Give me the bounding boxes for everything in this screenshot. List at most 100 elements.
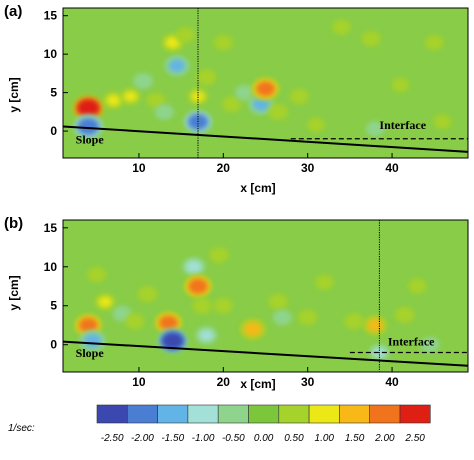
y-tick-label: 10	[44, 260, 58, 274]
slope-line	[62, 125, 469, 153]
field-extremum	[276, 312, 289, 322]
colorbar-tick-label: -0.50	[222, 433, 245, 444]
colorbar-tick-label: -2.50	[101, 433, 124, 444]
field-extremum	[398, 310, 411, 320]
colorbar-swatch	[308, 404, 340, 424]
panel-a: (a) y [cm] x [cm] Slope Interface 0 5 10 15 10…	[4, 3, 469, 195]
colorbar-swatch	[399, 404, 431, 424]
field-extremum	[310, 120, 322, 129]
panel-b-label: (b)	[4, 215, 23, 232]
field-extremum	[123, 91, 138, 102]
slope-annotation: Slope	[76, 132, 105, 146]
field-extremum	[252, 97, 271, 112]
field-extremum	[213, 250, 226, 260]
field-extremum	[185, 260, 202, 273]
field-extremum	[395, 80, 406, 89]
field-extremum	[78, 317, 99, 334]
field-extremum	[187, 278, 209, 295]
panel-a-ylabel: y [cm]	[7, 77, 21, 112]
field-extremum	[98, 296, 112, 307]
colorbar-swatch	[339, 404, 370, 424]
colorbar-swatch	[96, 404, 128, 424]
colorbar-unit-label: 1/sec:	[8, 423, 35, 434]
heatmap-field	[72, 19, 452, 139]
field-extremum	[191, 91, 205, 102]
panel-b-ylabel: y [cm]	[7, 275, 21, 310]
field-extremum	[128, 316, 141, 326]
panel-b-xlabel: x [cm]	[240, 377, 275, 391]
y-tick-label: 15	[44, 221, 58, 235]
colorbar-swatch	[369, 404, 401, 424]
field-extremum	[347, 316, 361, 327]
field-extremum	[217, 38, 230, 48]
plot-frame	[62, 7, 469, 159]
panel-a-xlabel: x [cm]	[240, 181, 275, 195]
colorbar-swatch	[187, 404, 219, 424]
y-tick-label: 0	[50, 124, 57, 138]
x-tick-label: 10	[132, 375, 146, 389]
field-extremum	[106, 94, 121, 106]
field-extremum	[293, 91, 306, 102]
colorbar-swatch	[157, 404, 189, 424]
colorbar-tick-label: -2.00	[131, 433, 154, 444]
field-extremum	[318, 278, 331, 287]
field-extremum	[243, 321, 262, 337]
field-extremum	[90, 270, 103, 280]
field-extremum	[217, 301, 230, 311]
colorbar: 1/sec: -2.50 -2.00 -1.50 -1.00 -0.50 0.00 0.50…	[8, 404, 431, 444]
field-extremum	[335, 22, 348, 32]
slope-line	[62, 340, 469, 367]
plot-frame	[62, 219, 469, 373]
field-extremum	[77, 117, 100, 136]
field-extremum	[437, 117, 448, 126]
field-extremum	[301, 312, 314, 322]
panel-a-label: (a)	[4, 3, 22, 20]
panel-b: (b) y [cm] x [cm] Slope Interface 0 5 10 15 10…	[4, 215, 469, 391]
field-extremum	[149, 95, 162, 105]
x-tick-label: 30	[301, 161, 315, 175]
colorbar-tick-label: 0.00	[254, 433, 274, 444]
colorbar-tick-label: 1.50	[345, 433, 365, 444]
field-extremum	[158, 107, 171, 117]
field-extremum	[271, 297, 285, 307]
x-tick-label: 40	[385, 375, 399, 389]
slope-annotation: Slope	[76, 346, 105, 360]
field-extremum	[428, 38, 440, 47]
colorbar-swatch	[248, 404, 280, 424]
y-tick-label: 5	[50, 299, 57, 313]
field-extremum	[158, 314, 179, 331]
x-tick-label: 10	[132, 161, 146, 175]
field-extremum	[195, 300, 209, 311]
field-extremum	[141, 289, 154, 299]
field-extremum	[367, 318, 384, 332]
field-extremum	[136, 76, 150, 86]
field-extremum	[225, 99, 238, 109]
field-extremum	[271, 107, 285, 117]
heatmap-field	[74, 247, 440, 361]
colorbar-tick-label: 2.50	[404, 433, 425, 444]
colorbar-tick-label: 0.50	[284, 433, 304, 444]
colorbar-swatch	[217, 404, 249, 424]
interface-annotation: Interface	[388, 334, 435, 348]
colorbar-tick-label: -1.50	[161, 433, 184, 444]
field-extremum	[168, 59, 186, 73]
field-extremum	[200, 72, 213, 83]
field-extremum	[199, 329, 214, 341]
x-tick-label: 20	[217, 375, 231, 389]
y-tick-label: 5	[50, 86, 57, 100]
field-extremum	[365, 34, 377, 44]
y-tick-label: 10	[44, 47, 58, 61]
field-extremum	[179, 30, 192, 40]
interface-annotation: Interface	[379, 118, 426, 132]
colorbar-swatch	[127, 404, 158, 424]
field-extremum	[116, 308, 128, 319]
colorbar-tick-label: 2.00	[374, 433, 395, 444]
colorbar-tick-label: 1.00	[315, 433, 335, 444]
field-extremum	[255, 80, 276, 97]
x-tick-label: 40	[385, 161, 399, 175]
field-extremum	[411, 281, 423, 291]
y-tick-label: 15	[44, 9, 58, 23]
field-extremum	[369, 124, 381, 134]
